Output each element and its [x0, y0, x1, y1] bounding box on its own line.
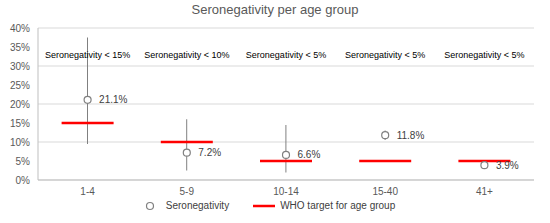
- svg-text:20%: 20%: [10, 99, 30, 110]
- svg-text:41+: 41+: [476, 186, 493, 197]
- svg-text:Seronegativity < 5%: Seronegativity < 5%: [345, 50, 425, 60]
- svg-text:5-9: 5-9: [180, 186, 195, 197]
- svg-text:3.9%: 3.9%: [496, 160, 519, 171]
- svg-text:0%: 0%: [16, 175, 31, 186]
- svg-text:11.8%: 11.8%: [397, 130, 425, 141]
- svg-text:40%: 40%: [10, 23, 30, 34]
- svg-text:7.2%: 7.2%: [198, 147, 221, 158]
- svg-text:10-14: 10-14: [273, 186, 299, 197]
- html-text:Seronegativity: Seronegativity: [165, 200, 230, 211]
- svg-text:15%: 15%: [10, 118, 30, 129]
- svg-text:30%: 30%: [10, 61, 30, 72]
- svg-text:10%: 10%: [10, 137, 30, 148]
- svg-text:Seronegativity < 5%: Seronegativity < 5%: [444, 50, 524, 60]
- svg-text:Seronegativity < 10%: Seronegativity < 10%: [144, 50, 229, 60]
- svg-text:6.6%: 6.6%: [298, 149, 321, 160]
- svg-text:5%: 5%: [16, 156, 31, 167]
- svg-text:25%: 25%: [10, 80, 30, 91]
- svg-text:1-4: 1-4: [80, 186, 95, 197]
- svg-text:15-40: 15-40: [372, 186, 398, 197]
- html-text:WHO target for age group: WHO target for age group: [280, 200, 396, 211]
- svg-text:21.1%: 21.1%: [99, 94, 127, 105]
- html-text:Seronegativity per age group: Seronegativity per age group: [191, 2, 359, 17]
- svg-text:Seronegativity < 5%: Seronegativity < 5%: [246, 50, 326, 60]
- svg-text:Seronegativity < 15%: Seronegativity < 15%: [45, 50, 130, 60]
- svg-text:35%: 35%: [10, 42, 30, 53]
